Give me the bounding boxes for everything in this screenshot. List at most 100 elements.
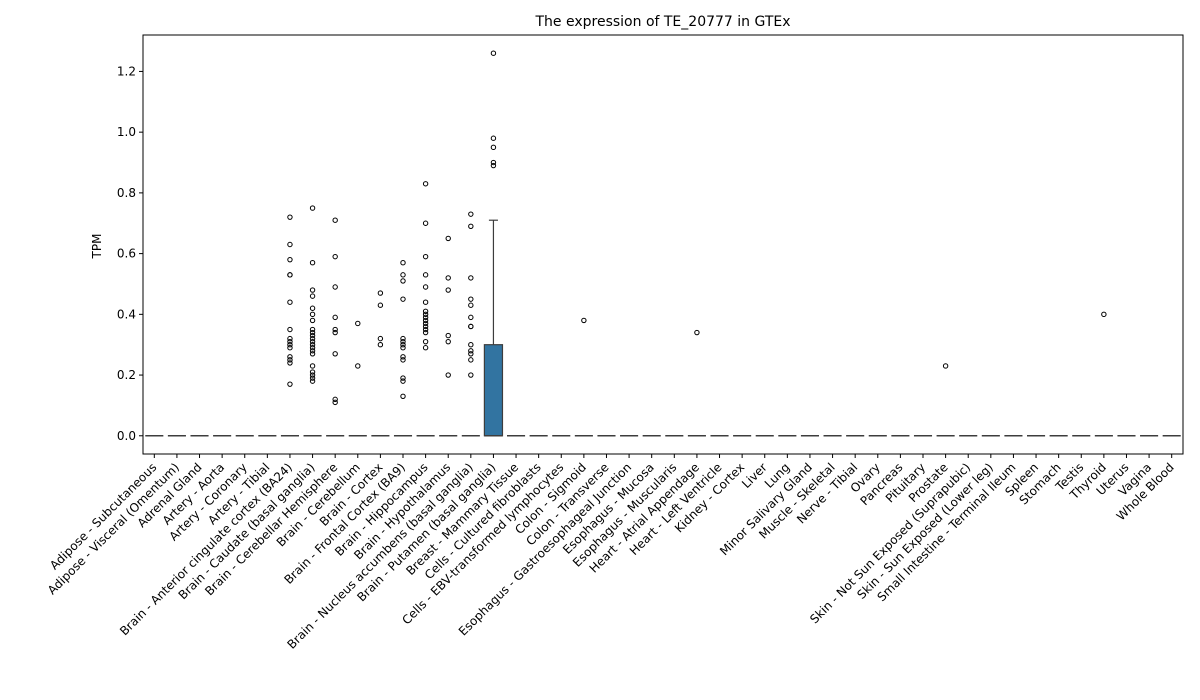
outlier-point	[287, 241, 293, 248]
outlier-point	[332, 217, 338, 223]
box-16	[483, 50, 504, 437]
outlier-point	[287, 341, 293, 348]
outlier-point	[400, 341, 406, 348]
outlier-point	[377, 302, 384, 308]
y-axis-label: TPM	[90, 234, 104, 260]
outlier-point	[942, 363, 949, 369]
outlier-point	[581, 317, 587, 324]
outlier-point	[445, 338, 451, 345]
outlier-point	[490, 144, 497, 151]
outlier-point	[468, 372, 474, 378]
outlier-point	[400, 375, 406, 381]
outlier-point	[309, 341, 316, 348]
y-tick-label: 0.2	[117, 368, 136, 382]
outlier-point	[468, 314, 474, 321]
outlier-point	[422, 253, 429, 260]
outlier-point	[332, 284, 338, 290]
outlier-point	[422, 181, 429, 187]
x-tick-label: Liver	[739, 460, 770, 491]
y-axis: 0.0 0.2 0.4 0.6 0.8 1.0 1.2	[117, 64, 143, 443]
outlier-point	[309, 205, 316, 211]
outlier-point	[287, 360, 293, 366]
y-tick-label: 1.2	[117, 64, 136, 78]
outlier-point	[445, 332, 451, 339]
outlier-point	[422, 329, 429, 336]
outlier-point	[309, 260, 316, 266]
outlier-point	[468, 296, 474, 302]
outlier-point	[468, 275, 474, 281]
box-7	[280, 214, 299, 437]
outlier-point	[309, 326, 316, 333]
outlier-point	[309, 293, 316, 299]
outlier-point	[287, 326, 293, 333]
outlier-point	[287, 214, 293, 220]
outlier-point	[309, 338, 316, 345]
outlier-point	[309, 332, 316, 339]
outlier-point	[422, 308, 429, 314]
outlier-point	[377, 341, 384, 348]
box-43	[1094, 311, 1113, 437]
box-36	[936, 363, 955, 437]
outlier-point	[422, 220, 429, 226]
box-20	[574, 317, 593, 437]
outlier-point	[309, 351, 316, 357]
outlier-point	[332, 314, 338, 321]
outlier-point	[445, 372, 451, 378]
box-8	[303, 205, 322, 437]
y-tick-label: 0.0	[117, 429, 136, 443]
box-9	[326, 217, 345, 437]
outlier-point	[309, 305, 316, 311]
box-iqr	[483, 344, 504, 437]
outlier-point	[309, 329, 316, 336]
outlier-point	[400, 272, 406, 278]
x-tick-label: Adipose - Visceral (Omentum)	[45, 460, 182, 597]
outlier-point	[309, 287, 316, 293]
outlier-point	[445, 235, 451, 242]
outlier-point	[400, 393, 406, 400]
outlier-point	[400, 338, 406, 345]
plot-area	[145, 50, 1181, 437]
outlier-point	[309, 348, 316, 354]
outlier-point	[377, 290, 384, 296]
outlier-point	[468, 302, 474, 308]
outlier-point	[332, 399, 338, 406]
outlier-point	[422, 314, 429, 321]
outlier-point	[422, 299, 429, 305]
outlier-point	[422, 284, 429, 290]
outlier-point	[422, 338, 429, 345]
outlier-point	[490, 159, 497, 166]
outlier-point	[490, 50, 497, 56]
outlier-point	[400, 345, 406, 351]
box-12	[393, 260, 413, 437]
outlier-point	[400, 296, 406, 302]
outlier-point	[355, 363, 361, 369]
outlier-point	[287, 354, 293, 360]
outlier-point	[332, 326, 338, 333]
outlier-point	[422, 311, 429, 318]
outlier-point	[400, 335, 406, 342]
outlier-point	[400, 260, 406, 266]
outlier-point	[309, 375, 316, 381]
box-11	[371, 290, 390, 437]
box-15	[461, 211, 480, 437]
outlier-point	[400, 278, 406, 284]
box-10	[348, 320, 367, 437]
y-tick-label: 0.4	[117, 307, 136, 321]
outlier-point	[309, 372, 316, 378]
outlier-point	[400, 357, 406, 363]
y-tick-label: 1.0	[117, 125, 136, 139]
outlier-point	[332, 253, 338, 260]
outlier-point	[445, 275, 451, 281]
outlier-point	[400, 378, 406, 384]
outlier-point	[287, 357, 293, 363]
box-25	[687, 329, 706, 437]
outlier-point	[1101, 311, 1107, 318]
outlier-point	[309, 378, 316, 384]
box-14	[439, 235, 458, 437]
outlier-point	[287, 338, 293, 345]
outlier-point	[468, 211, 474, 217]
outlier-point	[287, 345, 293, 351]
y-tick-label: 0.8	[117, 186, 136, 200]
